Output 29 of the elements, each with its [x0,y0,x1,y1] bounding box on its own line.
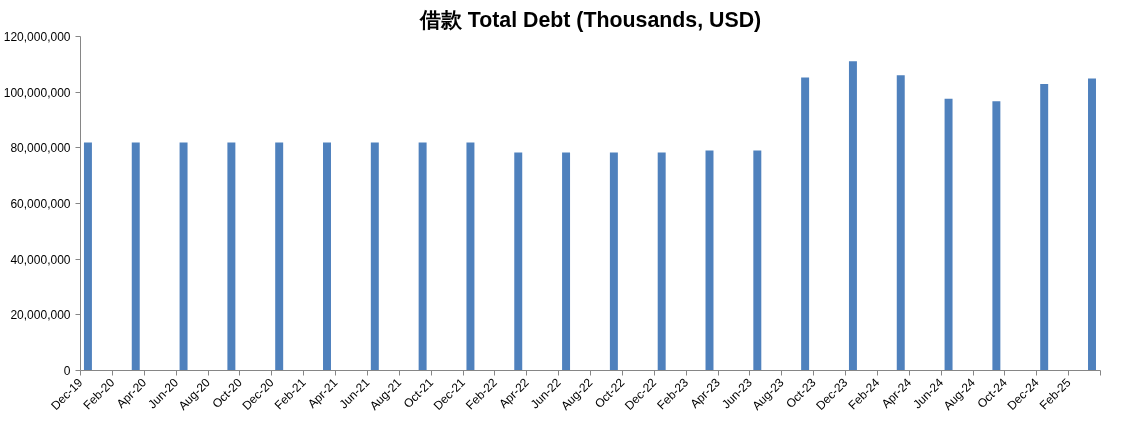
bar [944,98,953,371]
bar [275,142,284,371]
bar [657,152,666,371]
bar [370,142,379,371]
y-tick-label: 0 [63,364,71,378]
bar [418,142,427,371]
bar [227,142,236,371]
bar [848,61,857,371]
y-tick-label: 100,000,000 [3,85,71,100]
bar [466,142,475,371]
bar [323,142,331,371]
bar [179,142,188,371]
y-tick-label: 60,000,000 [10,197,71,211]
bar [131,142,140,371]
bar [83,142,92,371]
bar [609,152,618,371]
bar [1040,84,1049,371]
bar [1088,78,1096,371]
bar [753,150,762,371]
bar [992,101,1001,371]
y-tick-label: 120,000,000 [3,30,71,44]
bar [801,77,810,371]
chart-title: 借款 Total Debt (Thousands, USD) [418,7,762,32]
y-tick-label: 20,000,000 [10,308,71,323]
y-tick-label: 40,000,000 [10,252,71,267]
bar [514,152,523,371]
y-tick-label: 80,000,000 [10,141,71,156]
bar [896,75,905,371]
bar [562,152,571,371]
